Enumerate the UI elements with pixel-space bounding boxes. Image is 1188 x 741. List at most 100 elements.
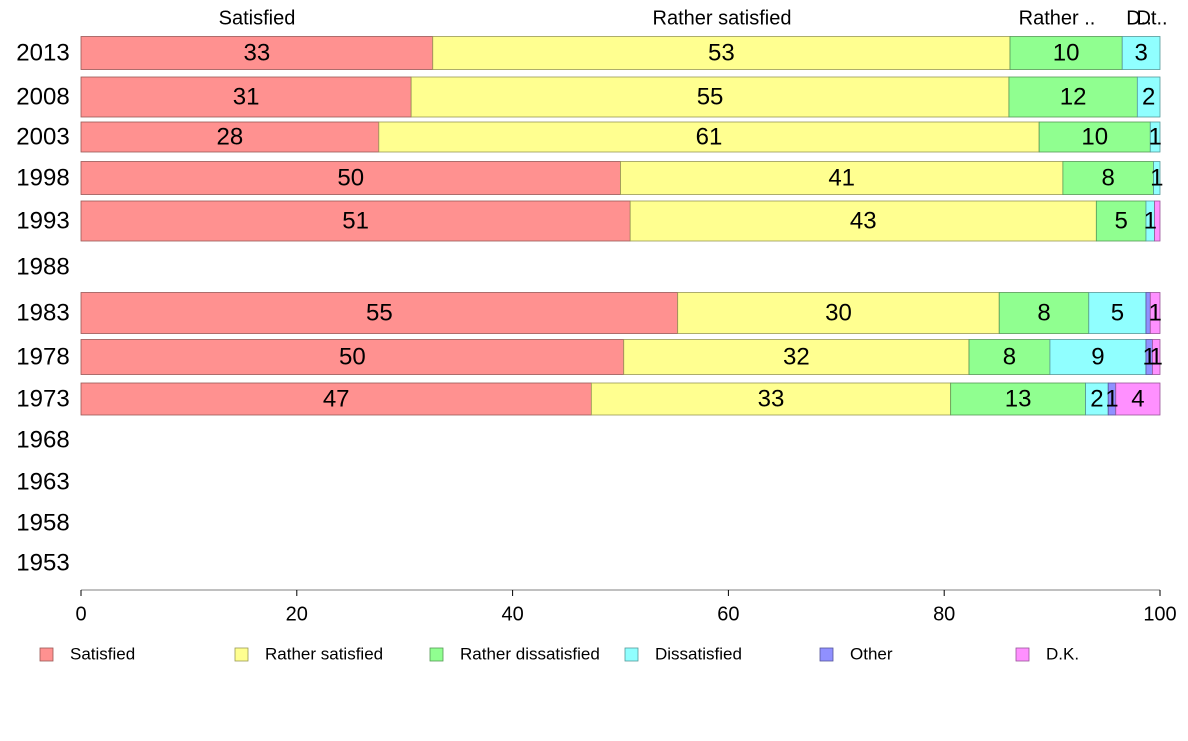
- bar-value-label: 2: [1142, 83, 1155, 110]
- bar-segment: [1149, 292, 1161, 334]
- bar-value-label: 28: [217, 123, 244, 150]
- bar-value-label: 8: [1102, 164, 1115, 191]
- bar-value-label: 41: [828, 164, 855, 191]
- series-header-label: Rather satisfied: [653, 7, 792, 29]
- bar-value-label: 51: [342, 207, 369, 234]
- bar-value-label: 31: [233, 83, 260, 110]
- y-tick-label: 2003: [16, 123, 69, 150]
- y-tick-label: 1993: [16, 207, 69, 234]
- bar-segment: [1153, 161, 1161, 195]
- bar-value-label: 33: [244, 39, 271, 66]
- bar-segment: [629, 200, 1097, 242]
- bar-segment: [1136, 76, 1161, 118]
- series-header-label: Rather ..: [1019, 7, 1096, 29]
- y-tick-label: 1968: [16, 426, 69, 453]
- y-tick-label: 1988: [16, 253, 69, 280]
- bar-segment: [1115, 382, 1161, 416]
- bar-segment: [410, 76, 1010, 118]
- bar-segment: [677, 292, 1000, 334]
- bar-value-label: 1: [1144, 207, 1157, 234]
- y-tick-label: 2013: [16, 39, 69, 66]
- y-tick-label: 1953: [16, 549, 69, 576]
- series-header-label: D..: [1126, 7, 1152, 29]
- x-tick-label: 0: [75, 603, 86, 625]
- bar-value-label: 32: [783, 343, 810, 370]
- bar-value-label: 10: [1081, 123, 1108, 150]
- bar-value-label: 55: [697, 83, 724, 110]
- series-header-label: Dt..: [1136, 7, 1167, 29]
- bar-segment: [620, 161, 1064, 195]
- bar-segment: [1009, 36, 1123, 70]
- y-tick-label: 1963: [16, 468, 69, 495]
- y-tick-label: 2008: [16, 83, 69, 110]
- bar-segment: [950, 382, 1086, 416]
- bar-segment: [1095, 200, 1147, 242]
- bar-value-label: 33: [758, 385, 785, 412]
- y-tick-label: 1983: [16, 299, 69, 326]
- bar-value-label: 47: [323, 385, 350, 412]
- legend-swatch: [1015, 647, 1030, 662]
- bar-value-label: 1: [1148, 123, 1161, 150]
- legend-label: D.K.: [1046, 644, 1079, 663]
- legend-swatch: [234, 647, 249, 662]
- bar-value-label: 43: [850, 207, 877, 234]
- x-tick-label: 40: [501, 603, 523, 625]
- bar-value-label: 1: [1105, 385, 1118, 412]
- bar-segment: [80, 36, 434, 70]
- bar-segment: [623, 339, 970, 375]
- legend-label: Dissatisfied: [655, 644, 742, 663]
- bar-segment: [1038, 121, 1151, 153]
- bar-segment: [1121, 36, 1161, 70]
- legend-label: Rather satisfied: [265, 644, 383, 663]
- bar-value-label: 4: [1131, 385, 1144, 412]
- bar-segment: [432, 36, 1011, 70]
- bar-value-label: 2: [1090, 385, 1103, 412]
- bar-value-label: 9: [1091, 343, 1104, 370]
- bar-segment: [80, 200, 631, 242]
- bar-value-label: 1: [1150, 164, 1163, 191]
- bar-value-label: 50: [337, 164, 364, 191]
- bar-value-label: 1: [1148, 299, 1161, 326]
- y-tick-label: 1958: [16, 509, 69, 536]
- legend-swatch: [39, 647, 54, 662]
- legend-label: Other: [850, 644, 893, 663]
- legend-label: Satisfied: [70, 644, 135, 663]
- bar-value-label: 1: [1143, 343, 1156, 370]
- x-tick-label: 20: [286, 603, 308, 625]
- bar-segment: [1152, 339, 1161, 375]
- bar-segment: [80, 382, 592, 416]
- bar-segment: [1149, 121, 1161, 153]
- bar-value-label: 8: [1037, 299, 1050, 326]
- legend-swatch: [819, 647, 834, 662]
- series-header-label: Satisfied: [219, 7, 296, 29]
- x-tick-label: 80: [933, 603, 955, 625]
- bar-value-label: 5: [1114, 207, 1127, 234]
- y-tick-label: 1973: [16, 385, 69, 412]
- bar-segment: [80, 292, 679, 334]
- bar-segment: [998, 292, 1090, 334]
- y-tick-label: 1998: [16, 164, 69, 191]
- bar-value-label: 12: [1060, 83, 1087, 110]
- bar-value-label: 10: [1053, 39, 1080, 66]
- x-tick-label: 100: [1143, 603, 1176, 625]
- x-tick-label: 60: [717, 603, 739, 625]
- bar-segment: [80, 161, 621, 195]
- y-tick-label: 1978: [16, 343, 69, 370]
- bar-value-label: 50: [339, 343, 366, 370]
- bar-segment: [1008, 76, 1138, 118]
- bar-value-label: 30: [825, 299, 852, 326]
- bar-segment: [1049, 339, 1147, 375]
- bar-value-label: 8: [1003, 343, 1016, 370]
- legend-swatch: [624, 647, 639, 662]
- bar-segment: [590, 382, 952, 416]
- bar-value-label: 3: [1134, 39, 1147, 66]
- bar-value-label: 1: [1150, 343, 1163, 370]
- bar-segment: [80, 76, 412, 118]
- bar-value-label: 53: [708, 39, 735, 66]
- bar-segment: [80, 121, 380, 153]
- bar-segment: [378, 121, 1040, 153]
- bar-value-label: 5: [1111, 299, 1124, 326]
- legend-swatch: [429, 647, 444, 662]
